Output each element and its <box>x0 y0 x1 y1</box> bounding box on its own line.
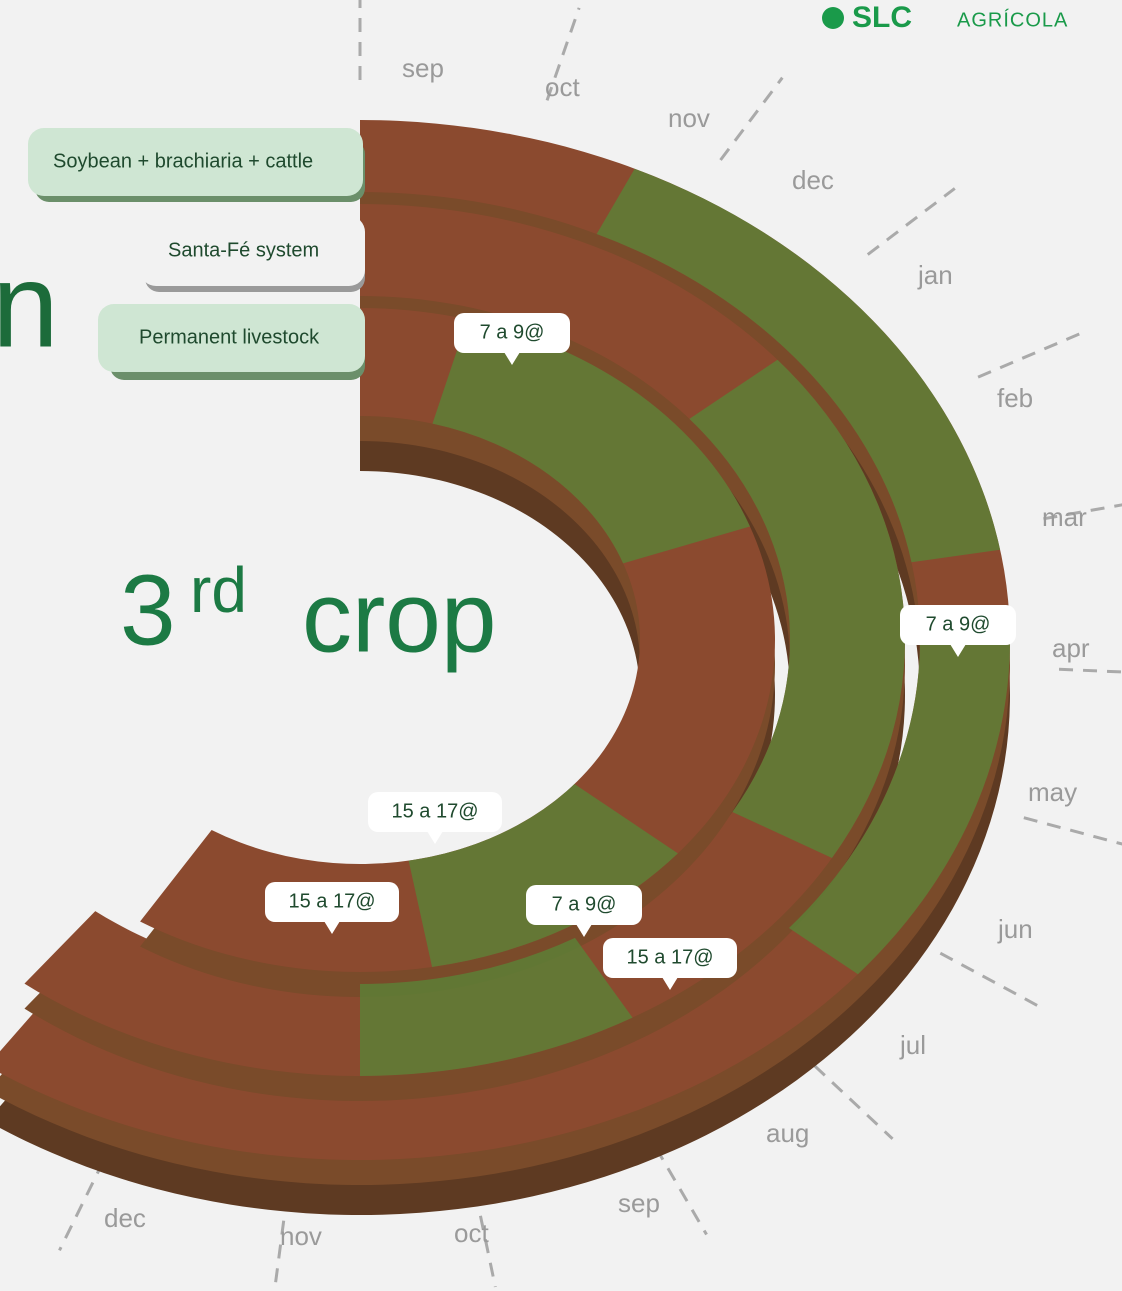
month-divider <box>978 332 1084 377</box>
legend-label: Soybean + brachiaria + cattle <box>53 150 313 172</box>
logo-icon <box>822 7 844 29</box>
month: dec <box>104 1203 146 1233</box>
callout-label: 7 a 9@ <box>926 613 991 635</box>
month: jul <box>899 1030 926 1060</box>
callout-label: 7 a 9@ <box>480 321 545 343</box>
callout-label: 15 a 17@ <box>626 946 713 968</box>
month: oct <box>545 72 580 102</box>
title-suffix: rd <box>190 554 247 626</box>
month: oct <box>454 1218 489 1248</box>
title-fragment: n <box>0 239 59 373</box>
legend-label: Santa-Fé system <box>168 239 319 261</box>
month-divider <box>721 78 783 160</box>
logo-brand: SLC <box>852 1 912 34</box>
month-divider <box>1059 669 1122 674</box>
title-word: crop <box>302 561 497 673</box>
month: nov <box>280 1221 322 1251</box>
month: may <box>1028 777 1077 807</box>
legend-label: Permanent livestock <box>139 326 320 348</box>
month: sep <box>402 53 444 83</box>
infographic: n SLC AGRÍCOLA Soybean + brachiaria + ca… <box>0 0 1122 1291</box>
month: aug <box>766 1118 809 1148</box>
month-divider <box>656 1148 707 1235</box>
month: sep <box>618 1188 660 1218</box>
callout-label: 15 a 17@ <box>288 890 375 912</box>
month: jun <box>997 914 1033 944</box>
month-divider <box>1024 818 1122 848</box>
month-divider <box>868 188 955 254</box>
month: apr <box>1052 633 1090 663</box>
title-number: 3 <box>120 554 176 666</box>
month-divider <box>940 953 1039 1007</box>
month: dec <box>792 165 834 195</box>
callout-label: 7 a 9@ <box>552 893 617 915</box>
logo: SLC AGRÍCOLA <box>822 1 1068 34</box>
callout-label: 15 a 17@ <box>391 800 478 822</box>
logo-sub: AGRÍCOLA <box>957 8 1068 31</box>
month: mar <box>1042 502 1087 532</box>
month: nov <box>668 103 710 133</box>
month: feb <box>997 383 1033 413</box>
month-divider <box>59 1161 103 1250</box>
main-title: 3 rd crop <box>120 554 497 674</box>
month: jan <box>917 260 953 290</box>
month-divider <box>815 1066 893 1139</box>
callout-pointer <box>427 831 443 844</box>
legend: Soybean + brachiaria + cattle Santa-Fé s… <box>28 128 365 380</box>
